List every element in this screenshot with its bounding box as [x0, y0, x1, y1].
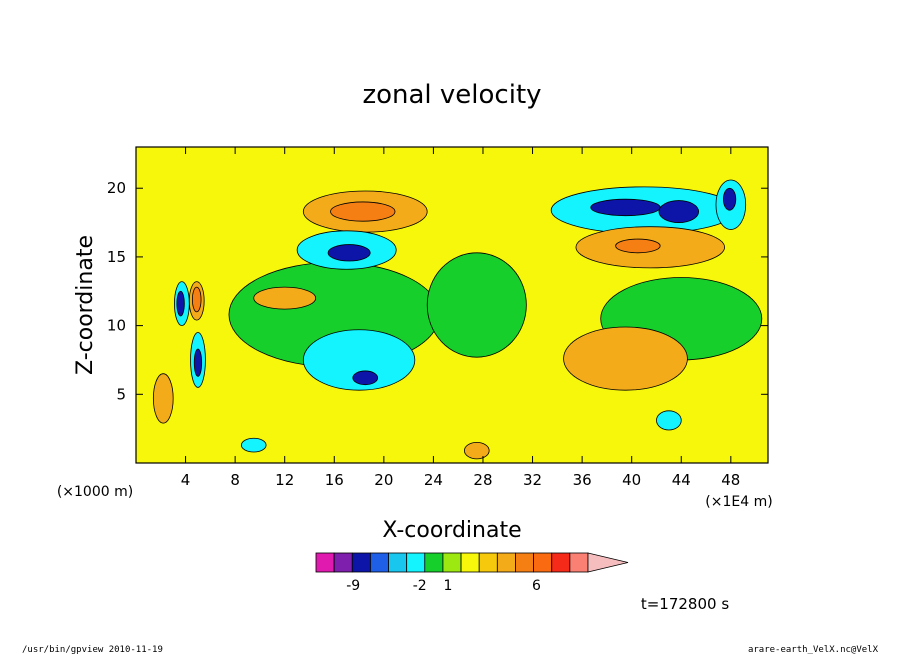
chart-title: zonal velocity — [362, 80, 541, 110]
colorbar-swatch — [351, 552, 371, 573]
x-tick-label: 8 — [230, 471, 240, 489]
y-axis: 5 10 15 20 — [107, 179, 768, 403]
x-tick-label: 4 — [181, 471, 191, 489]
footer-left: /usr/bin/gpview 2010-11-19 — [22, 645, 163, 654]
colorbar-swatch — [424, 552, 444, 573]
contour-region — [240, 437, 267, 453]
contour-region — [191, 286, 202, 313]
colorbar-swatch — [406, 552, 426, 573]
contour-region — [302, 329, 416, 391]
contour-region — [463, 441, 490, 460]
colorbar-arrow — [587, 552, 629, 573]
colorbar-swatch — [569, 552, 589, 573]
colorbar-swatch — [315, 552, 335, 573]
colorbar-label: -9 — [346, 578, 360, 594]
colorbar-swatch — [533, 552, 553, 573]
colorbar-label: 6 — [532, 578, 541, 594]
x-axis: 4 8 12 16 20 24 28 32 36 40 44 48 — [181, 147, 740, 489]
colorbar-swatch — [442, 552, 462, 573]
x-tick-label: 12 — [275, 471, 294, 489]
x-tick-label: 36 — [573, 471, 592, 489]
colorbar-swatch — [551, 552, 571, 573]
x-tick-label: 44 — [672, 471, 691, 489]
colorbar-swatch — [460, 552, 480, 573]
contour-region — [563, 326, 688, 391]
x-tick-label: 28 — [473, 471, 492, 489]
contour-region — [253, 286, 317, 310]
contour-region — [658, 200, 700, 223]
contour-region — [193, 348, 203, 377]
colorbar-swatch — [496, 552, 516, 573]
y-tick-label: 20 — [107, 179, 126, 197]
contour-region — [615, 238, 661, 254]
colorbar-swatch — [369, 552, 389, 573]
contour-region — [656, 410, 682, 431]
colorbar-swatch — [515, 552, 535, 573]
y-axis-label: Z-coordinate — [73, 235, 98, 375]
time-label: t=172800 s — [641, 595, 729, 613]
contour-region — [352, 370, 379, 386]
colorbar-label: 1 — [444, 578, 453, 594]
x-tick-label: 24 — [424, 471, 443, 489]
contour-region — [330, 201, 396, 222]
y-tick-label: 15 — [107, 248, 126, 266]
x-tick-label: 40 — [622, 471, 641, 489]
x-tick-label: 48 — [721, 471, 740, 489]
contour-region — [722, 187, 737, 211]
footer-right: arare-earth_VelX.nc@VelX — [748, 645, 879, 654]
contour-region — [590, 198, 661, 217]
colorbar-swatch — [333, 552, 353, 573]
contour-regions — [152, 179, 763, 460]
x-tick-label: 20 — [374, 471, 393, 489]
x-unit-left: (×1000 m) — [57, 484, 133, 500]
colorbar — [315, 552, 629, 573]
colorbar-swatch — [388, 552, 408, 573]
contour-region — [176, 290, 185, 317]
x-axis-label: X-coordinate — [382, 518, 521, 543]
y-tick-label: 5 — [116, 385, 126, 403]
contour-region — [327, 244, 371, 262]
colorbar-label: -2 — [413, 578, 427, 594]
colorbar-swatch — [478, 552, 498, 573]
x-unit-right: (×1E4 m) — [705, 494, 772, 510]
x-tick-label: 16 — [325, 471, 344, 489]
contour-region — [426, 252, 527, 358]
plot-frame — [135, 146, 769, 464]
colorbar-labels: -9 -2 1 6 — [346, 578, 541, 594]
y-tick-label: 10 — [107, 317, 126, 335]
x-tick-label: 32 — [523, 471, 542, 489]
contour-region — [152, 373, 174, 424]
